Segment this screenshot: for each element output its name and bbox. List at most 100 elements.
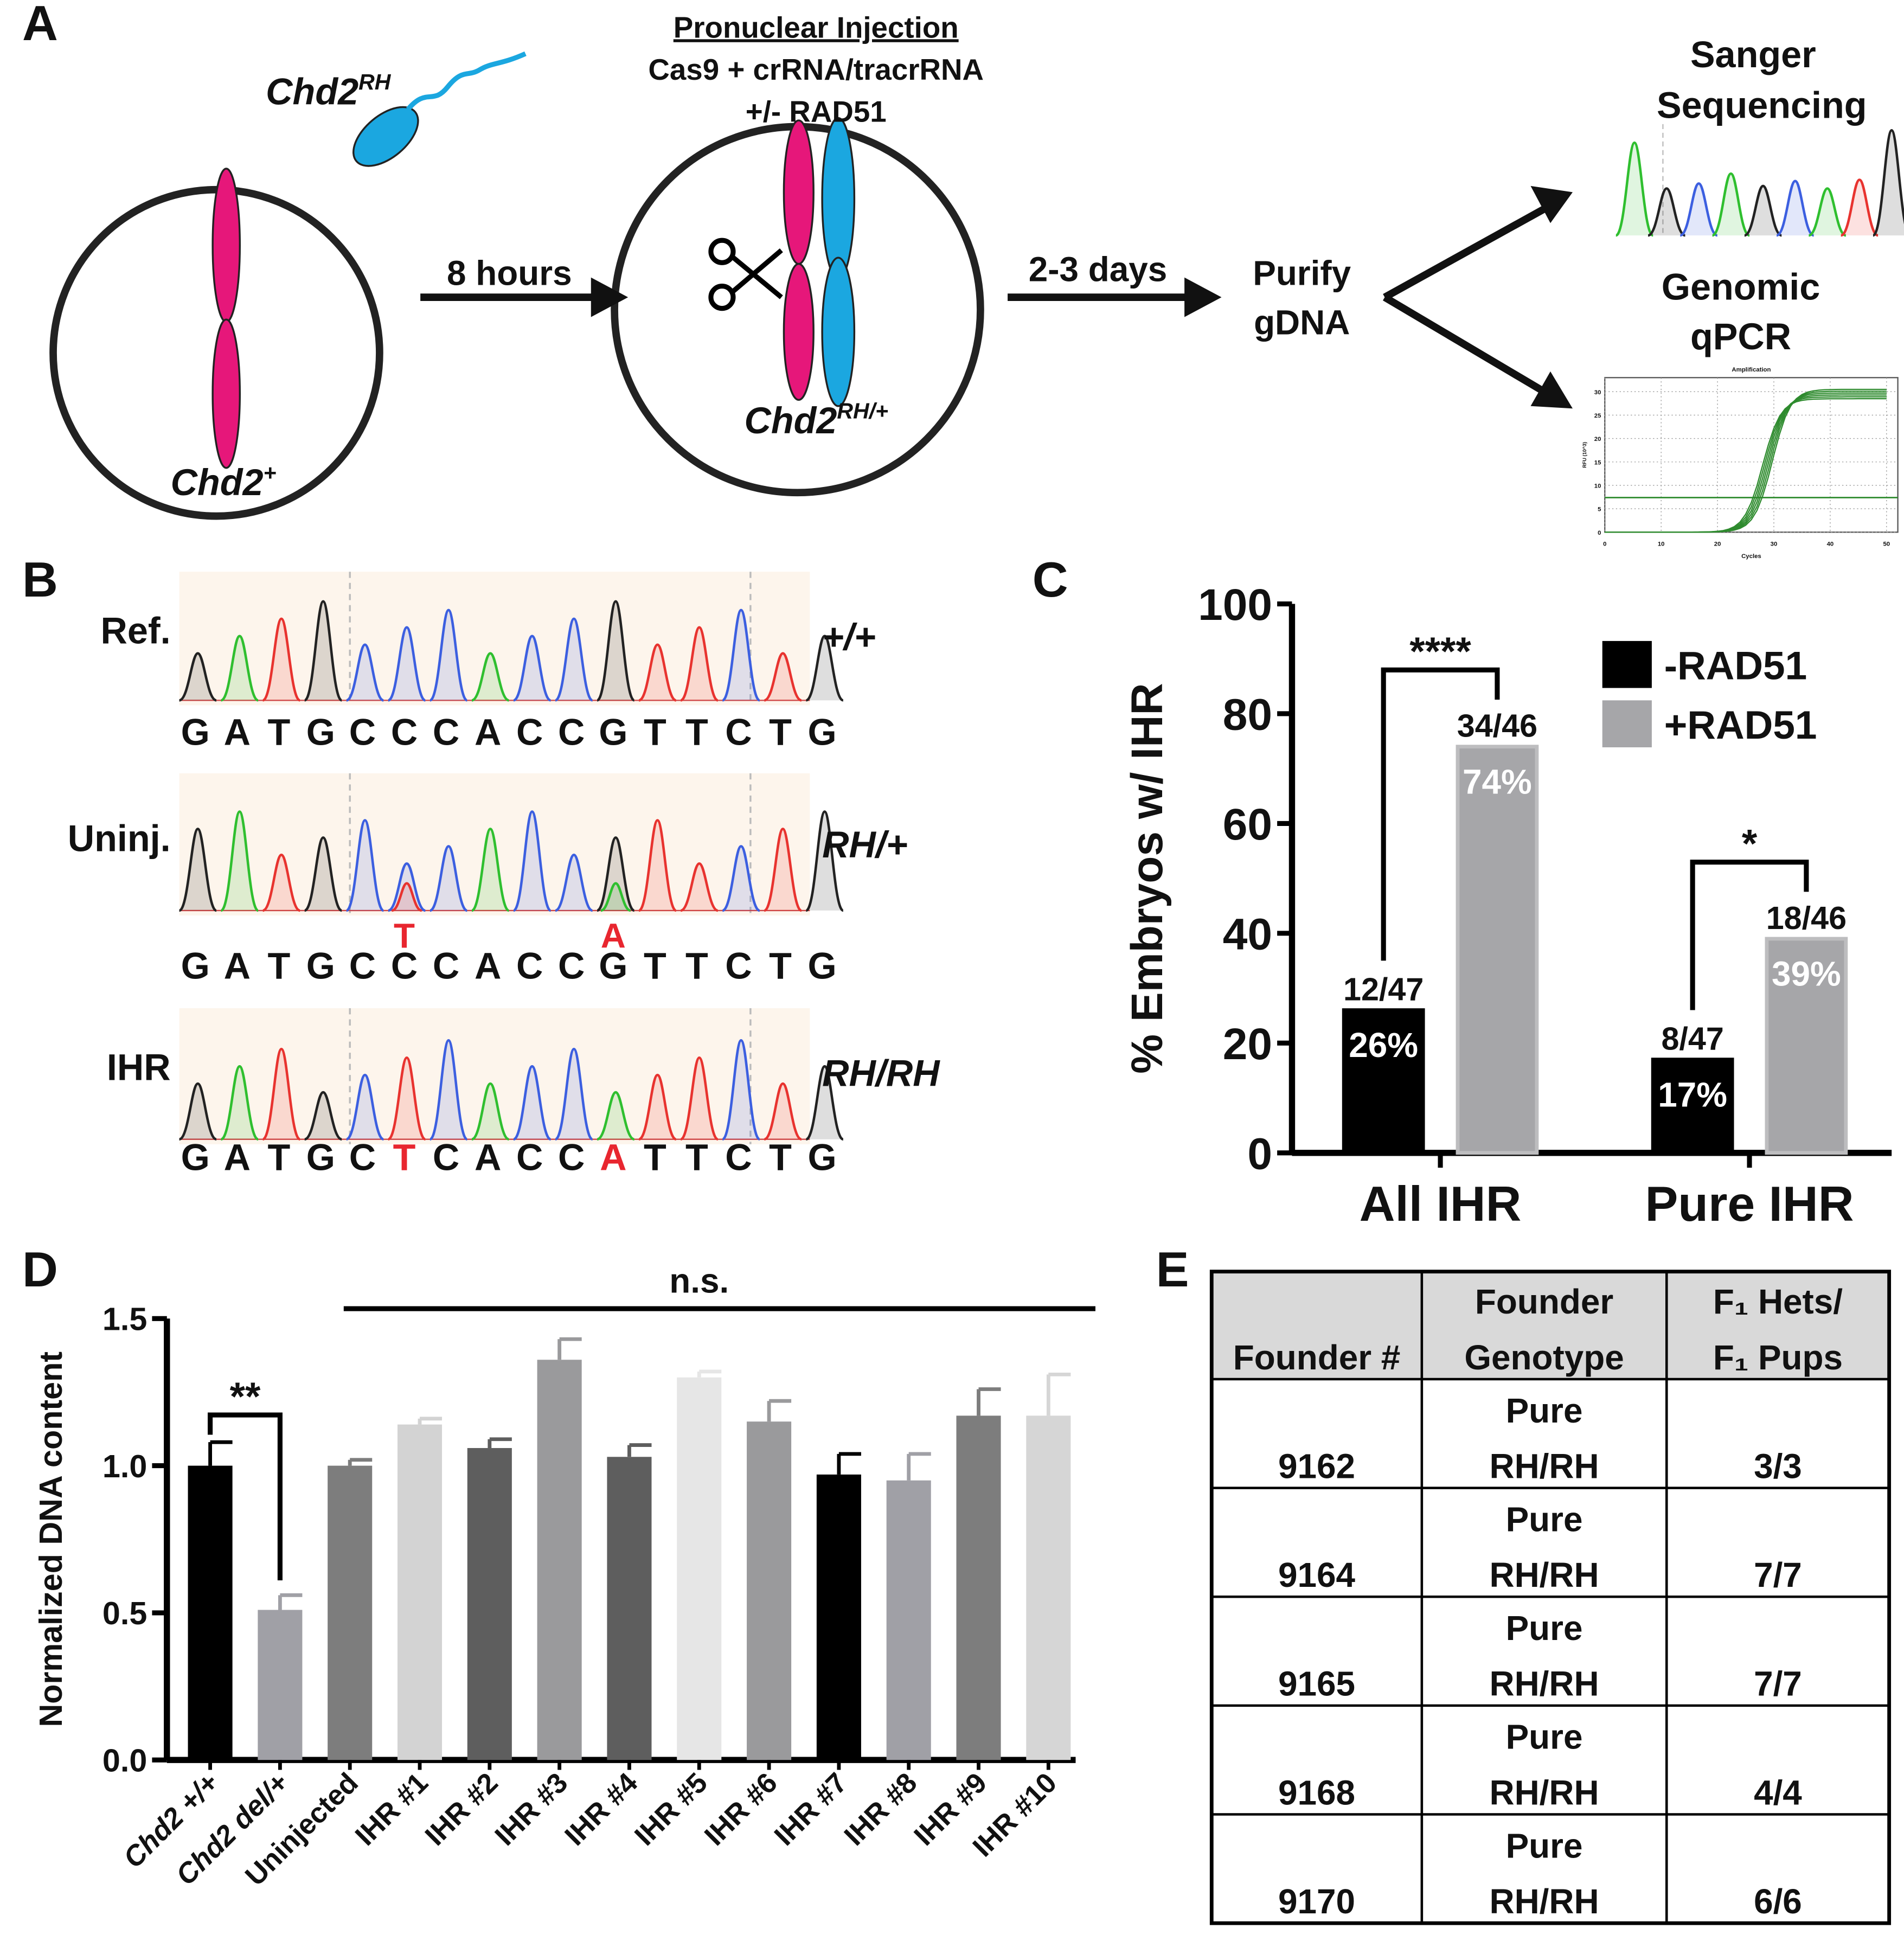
y-tick-label: 15 [1594, 459, 1601, 466]
y-tick-label: 1.5 [102, 1301, 147, 1337]
x-tick-label: IHR #8 [838, 1767, 923, 1852]
trace-peak [220, 635, 259, 702]
plot-frame [1604, 377, 1899, 533]
variant-letter: A [601, 916, 626, 955]
trace-peak [304, 600, 343, 702]
base-letter: G [808, 1137, 837, 1178]
base-letter: C [391, 945, 418, 986]
trace-peak [1679, 182, 1718, 237]
base-letter: G [808, 712, 837, 753]
trace-peak [805, 1065, 844, 1141]
bar [467, 1448, 512, 1760]
base-letter: C [516, 945, 543, 986]
significance-label: * [1742, 822, 1758, 866]
trace-peak [429, 1039, 468, 1141]
base-letter: G [306, 1137, 335, 1178]
error-bar [907, 1452, 931, 1481]
table-cell: Pure [1506, 1718, 1583, 1757]
trace-peak [178, 828, 217, 912]
trace-peak [387, 626, 426, 702]
table-cell: 9165 [1278, 1664, 1355, 1703]
base-letter: A [224, 945, 251, 986]
x-tick-label: IHR #1 [349, 1767, 434, 1852]
trace-peak [429, 845, 468, 912]
bar [1342, 1008, 1425, 1155]
bar [1765, 937, 1848, 1155]
table-cell: 4/4 [1754, 1773, 1802, 1812]
x-tick-label: 40 [1827, 541, 1834, 547]
trace-peak [262, 617, 301, 702]
x-tick-label: IHR #3 [489, 1767, 574, 1852]
amplification-curve [1605, 390, 1887, 533]
y-tick-label: 0.5 [102, 1595, 147, 1631]
table-cell: RH/RH [1489, 1446, 1599, 1485]
base-letter: C [516, 712, 543, 753]
trace-peak [220, 1065, 259, 1141]
y-tick-label: 0 [1598, 530, 1601, 536]
trace-peak [391, 882, 422, 912]
chromosome [783, 262, 815, 401]
genotype-label: RH/+ [822, 824, 908, 866]
significance-label: ** [230, 1375, 261, 1419]
label: Genomic [1662, 267, 1820, 308]
base-letter: C [725, 945, 752, 986]
trace-peak [764, 1082, 802, 1141]
axis-label: Cycles [1741, 553, 1761, 560]
trace-peak [597, 836, 635, 912]
table-cell: RH/RH [1489, 1882, 1599, 1921]
arrows [420, 185, 1573, 409]
significance-label: n.s. [669, 1261, 729, 1300]
chromosome [211, 318, 241, 469]
genotype-label: +/+ [822, 617, 876, 658]
x-tick-label: IHR #4 [559, 1767, 644, 1852]
base-letter: T [644, 945, 666, 986]
table-cell: RH/RH [1489, 1555, 1599, 1594]
amplification-curve [1605, 396, 1887, 533]
y-axis-label: % Embryos w/ IHR [1123, 683, 1172, 1074]
variant-letter: T [394, 916, 415, 955]
base-letter: T [644, 712, 666, 753]
amplification-curve [1605, 392, 1887, 533]
row-label: Uninj. [68, 818, 171, 859]
significance-bracket [1690, 860, 1809, 1010]
panel-letter: E [1156, 1242, 1189, 1297]
trace-peak [304, 1091, 343, 1141]
sperm-head [352, 106, 419, 167]
trace-peak [764, 828, 802, 912]
trace-peak [638, 643, 677, 702]
table-cell: 9168 [1278, 1773, 1355, 1812]
error-bar [1046, 1372, 1071, 1416]
significance-bracket [1381, 667, 1500, 961]
trace-peak [471, 652, 510, 702]
legend-label: +RAD51 [1664, 703, 1817, 747]
error-bar [627, 1443, 652, 1457]
table-cell: Pure [1506, 1500, 1583, 1539]
bar [816, 1474, 861, 1760]
table-cell: 7/7 [1754, 1555, 1802, 1594]
gene-name: Chd2 [171, 462, 264, 503]
y-tick-label: 25 [1594, 413, 1601, 419]
x-tick-label: Pure IHR [1645, 1176, 1854, 1232]
trace-peak [722, 845, 760, 912]
trace-peak [1743, 184, 1783, 237]
trace-peak [1808, 187, 1847, 237]
table-cell: F₁ Pups [1713, 1338, 1843, 1377]
genotype-label: RH/RH [822, 1053, 940, 1094]
y-tick-label: 20 [1594, 436, 1601, 443]
label: +/- RAD51 [746, 94, 887, 128]
trace-peak [680, 1056, 719, 1141]
base-letter: C [558, 1137, 585, 1178]
legend-swatch [1602, 640, 1652, 688]
error-bar [697, 1369, 722, 1378]
trace-peak [1840, 178, 1879, 237]
table-cell: RH/RH [1489, 1773, 1599, 1812]
x-tick-label: 20 [1714, 541, 1721, 547]
gene-name: Chd2 [266, 71, 358, 112]
table-cell: Pure [1506, 1826, 1583, 1865]
significance-label: **** [1409, 630, 1471, 674]
base-letter: C [349, 1137, 376, 1178]
y-tick-label: 30 [1594, 389, 1601, 396]
x-tick-label: IHR #5 [629, 1767, 714, 1852]
trace-peak [764, 652, 802, 702]
